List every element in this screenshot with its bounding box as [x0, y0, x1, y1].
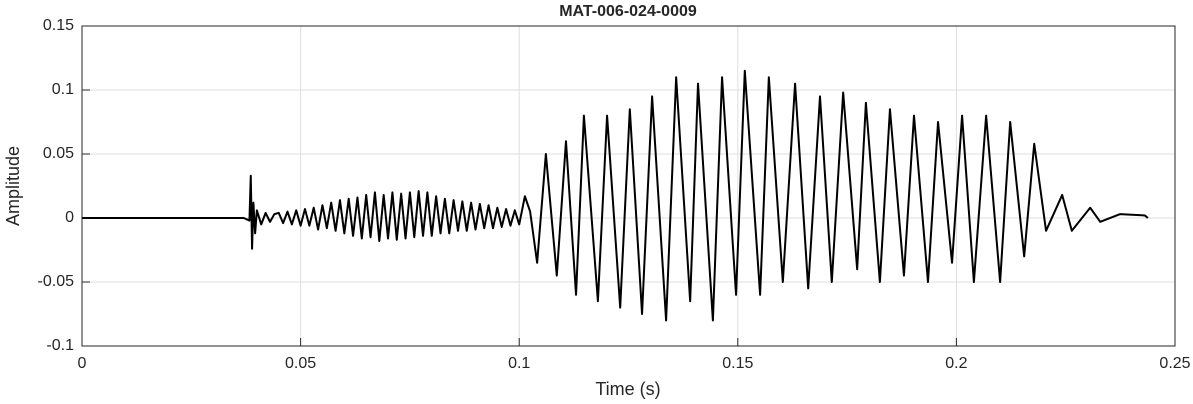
plot-area: [82, 26, 1175, 346]
y-tick-label: 0.05: [43, 145, 74, 162]
x-tick-label: 0.15: [722, 355, 753, 372]
y-axis-label: Amplitude: [3, 146, 23, 226]
y-tick-label: 0.15: [43, 17, 74, 34]
x-tick-label: 0.2: [945, 355, 967, 372]
x-axis-label: Time (s): [595, 379, 660, 399]
x-tick-label: 0: [78, 355, 87, 372]
y-tick-label: 0: [65, 209, 74, 226]
x-tick-label: 0.25: [1159, 355, 1190, 372]
y-tick-label: 0.1: [52, 81, 74, 98]
y-tick-label: -0.05: [38, 273, 75, 290]
x-tick-label: 0.1: [508, 355, 530, 372]
waveform-line: [82, 69, 1149, 322]
chart-title: MAT-006-024-0009: [559, 3, 697, 20]
axes-box: [81, 25, 1176, 347]
y-tick-label: -0.1: [46, 337, 74, 354]
x-tick-label: 0.05: [285, 355, 316, 372]
